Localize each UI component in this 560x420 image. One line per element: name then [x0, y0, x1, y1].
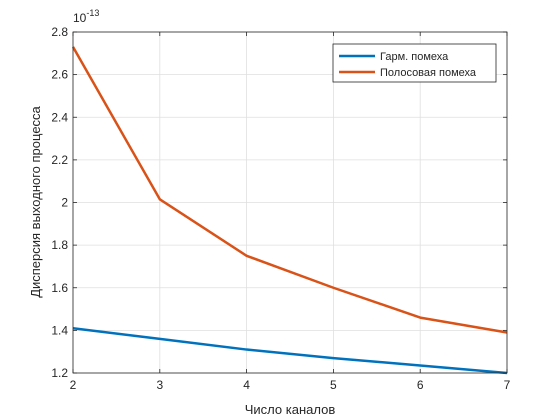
- y-axis-label: Дисперсия выходного процесса: [28, 105, 43, 297]
- x-tick-label: 6: [417, 378, 424, 392]
- x-tick-label: 3: [156, 378, 163, 392]
- x-tick-label: 2: [70, 378, 77, 392]
- y-tick-label: 2: [61, 196, 68, 210]
- y-tick-label: 2.2: [51, 153, 68, 167]
- y-tick-label: 2.6: [51, 68, 68, 82]
- y-tick-label: 2.8: [51, 25, 68, 39]
- y-tick-label: 2.4: [51, 110, 68, 124]
- y-tick-label: 1.6: [51, 281, 68, 295]
- x-tick-label: 4: [243, 378, 250, 392]
- legend-label-garm: Гарм. помеха: [380, 51, 449, 63]
- legend-label-polosovaya: Полосовая помеха: [380, 67, 477, 79]
- x-tick-label: 5: [330, 378, 337, 392]
- y-tick-label: 1.2: [51, 366, 68, 380]
- legend: Гарм. помеха Полосовая помеха: [333, 44, 496, 82]
- y-tick-label: 1.8: [51, 238, 68, 252]
- x-tick-label: 7: [504, 378, 511, 392]
- y-tick-label: 1.4: [51, 323, 68, 337]
- x-axis-label: Число каналов: [245, 402, 336, 417]
